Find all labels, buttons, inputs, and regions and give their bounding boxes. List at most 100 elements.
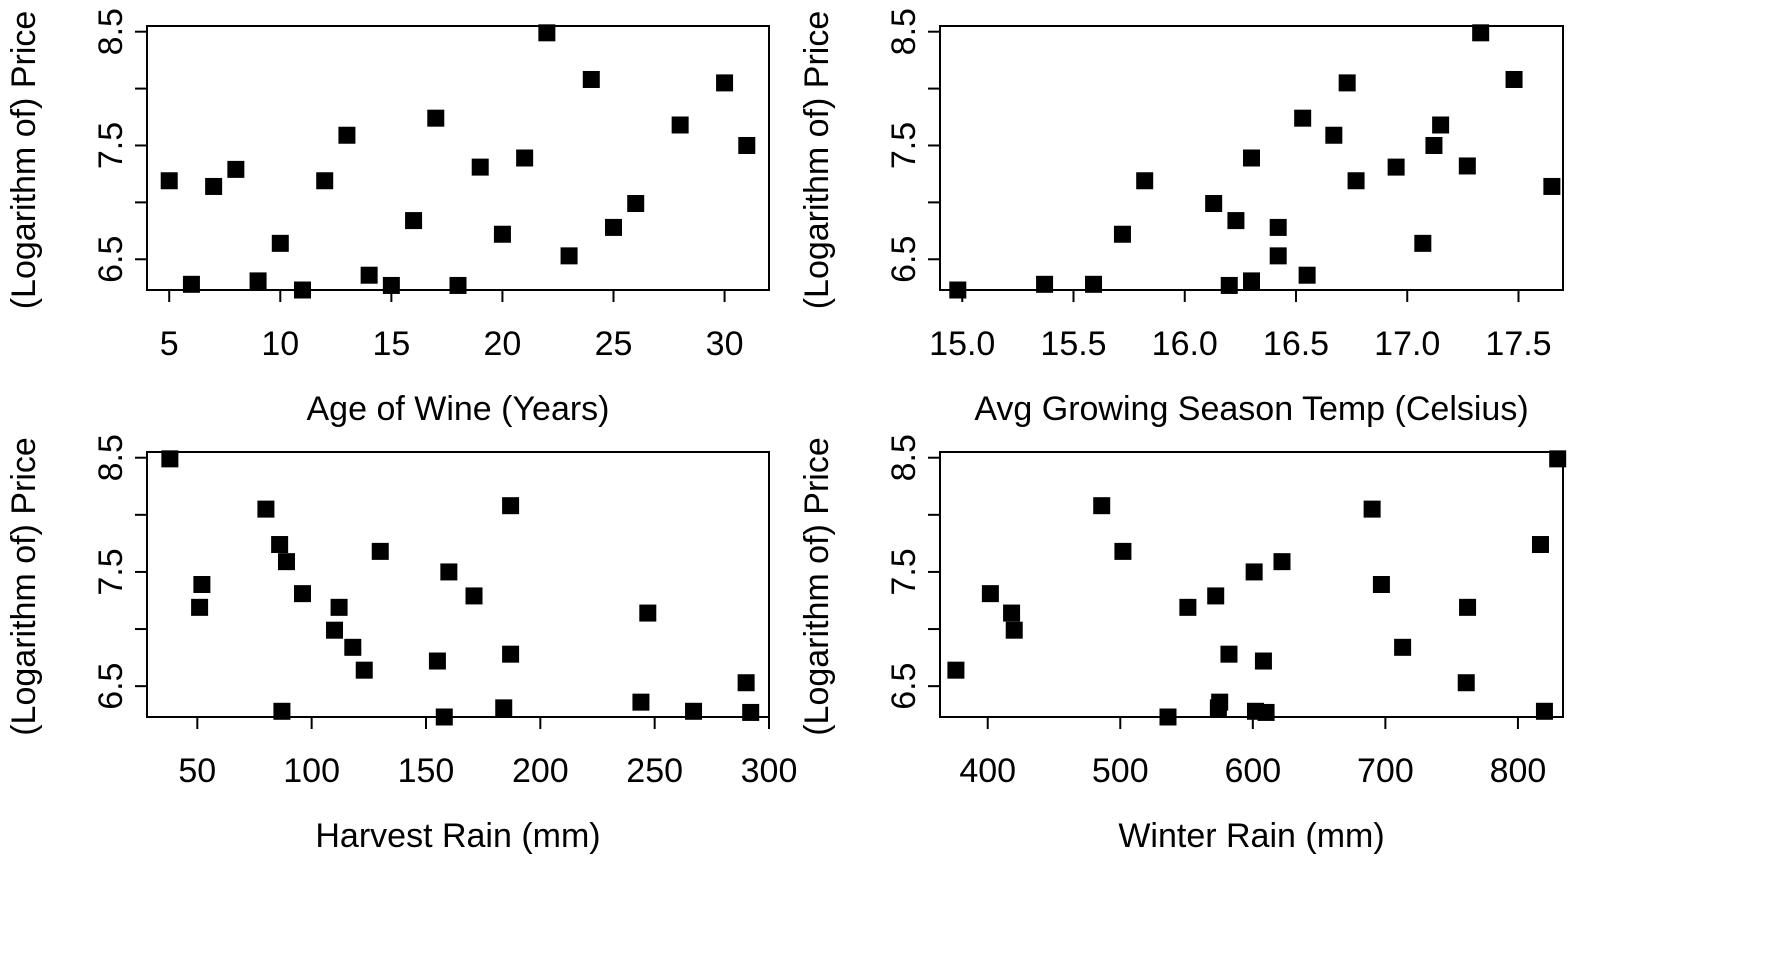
data-point bbox=[1269, 218, 1287, 236]
data-point bbox=[1245, 563, 1263, 581]
x-tick-label: 16.5 bbox=[1263, 325, 1329, 363]
x-tick-label: 100 bbox=[283, 752, 340, 790]
data-point bbox=[1325, 126, 1343, 144]
data-point bbox=[1459, 598, 1477, 616]
y-axis-title: (Logarithm of) Price bbox=[5, 437, 43, 736]
data-point bbox=[1294, 109, 1312, 127]
data-point bbox=[1414, 234, 1432, 252]
y-tick-label: 6.5 bbox=[885, 663, 923, 710]
data-point bbox=[271, 234, 289, 252]
data-point bbox=[502, 645, 520, 663]
data-point bbox=[471, 158, 489, 176]
data-point bbox=[316, 172, 334, 190]
data-point bbox=[1372, 576, 1390, 593]
x-tick-label: 17.0 bbox=[1374, 325, 1440, 363]
x-axis-title: Avg Growing Season Temp (Celsius) bbox=[974, 390, 1528, 428]
x-tick-label: 10 bbox=[261, 325, 299, 363]
data-point bbox=[326, 621, 344, 639]
data-point bbox=[495, 699, 513, 717]
x-tick-label: 15.5 bbox=[1040, 325, 1106, 363]
data-point bbox=[1347, 172, 1365, 190]
data-point bbox=[1535, 702, 1553, 720]
x-tick-label: 250 bbox=[626, 752, 683, 790]
data-point bbox=[1243, 272, 1260, 290]
y-tick-label: 6.5 bbox=[92, 663, 130, 710]
x-axis-title: Harvest Rain (mm) bbox=[315, 817, 600, 855]
data-point bbox=[1136, 172, 1154, 190]
data-point bbox=[449, 276, 467, 294]
data-point bbox=[1458, 157, 1476, 175]
plot-frame bbox=[146, 451, 770, 718]
data-point bbox=[1005, 621, 1023, 639]
plot-frame bbox=[146, 25, 770, 291]
x-tick-label: 17.5 bbox=[1485, 325, 1551, 363]
data-point bbox=[1531, 536, 1549, 554]
data-point bbox=[738, 136, 756, 154]
data-point bbox=[1387, 158, 1405, 176]
data-point bbox=[627, 195, 645, 213]
y-tick-label: 7.5 bbox=[92, 122, 130, 169]
data-point bbox=[1269, 247, 1287, 265]
data-point bbox=[160, 172, 178, 190]
data-point bbox=[271, 536, 289, 554]
plot-frame bbox=[939, 25, 1564, 291]
data-point bbox=[191, 598, 209, 616]
data-point bbox=[1254, 652, 1272, 670]
y-axis-title: (Logarithm of) Price bbox=[798, 437, 836, 736]
data-point bbox=[1179, 598, 1197, 616]
data-point bbox=[1085, 275, 1103, 293]
data-point bbox=[742, 703, 760, 721]
x-tick-label: 300 bbox=[741, 752, 798, 790]
data-point bbox=[1036, 275, 1054, 293]
data-point bbox=[440, 563, 458, 581]
x-tick-label: 500 bbox=[1092, 752, 1149, 790]
y-tick-label: 7.5 bbox=[885, 122, 923, 169]
data-point bbox=[1003, 604, 1021, 622]
data-point bbox=[330, 598, 348, 616]
data-point bbox=[949, 281, 967, 299]
data-point bbox=[493, 225, 511, 243]
x-tick-label: 50 bbox=[178, 752, 216, 790]
data-point bbox=[382, 276, 400, 294]
data-point bbox=[1243, 149, 1260, 167]
data-point bbox=[981, 585, 999, 603]
data-point bbox=[538, 24, 556, 42]
data-point bbox=[671, 116, 689, 134]
data-point bbox=[1273, 553, 1291, 571]
x-tick-label: 15 bbox=[372, 325, 410, 363]
data-point bbox=[1113, 225, 1131, 243]
data-point bbox=[716, 74, 734, 92]
x-axis-title: Winter Rain (mm) bbox=[1118, 817, 1384, 855]
y-axis-title: (Logarithm of) Price bbox=[5, 11, 43, 310]
data-point bbox=[1457, 674, 1475, 692]
data-point bbox=[632, 693, 650, 711]
data-point bbox=[1220, 276, 1238, 294]
data-point bbox=[1205, 195, 1223, 213]
data-point bbox=[1257, 703, 1275, 721]
x-tick-label: 200 bbox=[512, 752, 569, 790]
data-point bbox=[1298, 266, 1316, 284]
data-point bbox=[1093, 497, 1111, 515]
data-point bbox=[360, 266, 378, 284]
x-tick-label: 700 bbox=[1357, 752, 1414, 790]
x-axis-title: Age of Wine (Years) bbox=[307, 390, 610, 428]
data-point bbox=[1207, 587, 1225, 605]
data-point bbox=[371, 542, 389, 560]
data-point bbox=[1363, 500, 1381, 518]
x-tick-label: 150 bbox=[398, 752, 455, 790]
data-point bbox=[639, 604, 657, 622]
plot-panel-1: 5 10 15 20 25 30 6.5 7.5 8.5 Age of Wine (Years) (… bbox=[5, 8, 770, 428]
data-point bbox=[1211, 693, 1229, 711]
data-point bbox=[338, 126, 356, 144]
x-tick-label: 30 bbox=[706, 325, 744, 363]
y-tick-label: 8.5 bbox=[885, 8, 923, 55]
data-point bbox=[1549, 450, 1567, 468]
x-tick-label: 16.0 bbox=[1152, 325, 1218, 363]
data-point bbox=[1432, 116, 1450, 134]
plot-panel-2: 15.0 15.5 16.0 16.5 17.0 17.5 6.5 7.5 8.5 Avg Gro… bbox=[798, 8, 1564, 428]
x-tick-label: 400 bbox=[959, 752, 1016, 790]
data-point bbox=[257, 500, 275, 518]
data-point bbox=[1114, 542, 1132, 560]
x-tick-label: 5 bbox=[160, 325, 179, 363]
